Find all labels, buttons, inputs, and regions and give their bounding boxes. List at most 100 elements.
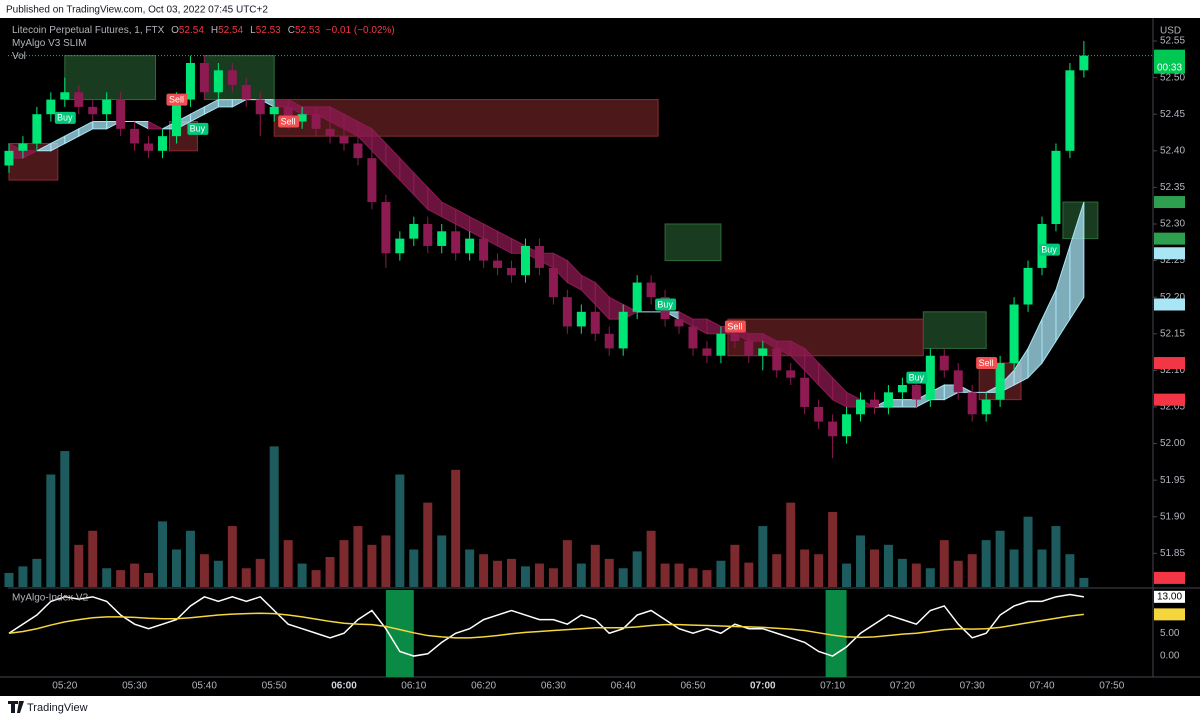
y-tick-label: 51.95 [1160,475,1185,486]
volume-bar [116,570,126,587]
signal-label: Buy [57,113,73,123]
candle-body [479,238,489,261]
x-tick-label: 05:50 [262,681,287,692]
candle-body [297,114,307,122]
ribbon-segment [901,399,917,408]
y-tick-label: 52.45 [1160,109,1185,120]
candle-body [1079,55,1089,71]
volume-bar [1065,554,1075,587]
volume-bar [883,544,893,587]
volume-bar [1051,526,1061,587]
volume-bar [46,474,56,587]
candle-body [18,143,28,151]
candle-body [772,348,782,371]
candle-body [465,238,475,254]
y-tick-label: 51.85 [1160,548,1185,559]
candle-body [409,223,419,239]
signal-label: Buy [657,299,673,309]
candle-body [925,355,935,400]
signal-tag [1038,243,1060,256]
volume-bar [716,560,726,587]
volume-bar [185,530,195,587]
candle-body [883,392,893,407]
candle-body [116,99,126,129]
volume-bar [786,502,796,587]
candle-body [46,99,56,115]
price-badge-label: 13.00 [1157,591,1182,602]
volume-bar [437,535,447,587]
published: Published on TradingView.com, Oct 03, 20… [6,5,268,16]
candle-body [395,238,405,254]
ribbon-segment [748,333,764,342]
candle-body [967,392,977,415]
candle-body [814,406,824,422]
y-tick-label: 52.50 [1160,72,1185,83]
candle-body [60,92,70,100]
volume-bar [493,560,503,587]
candle-body [367,158,377,203]
ohlc-key: O [171,25,179,36]
volume-bar [1009,549,1019,587]
x-tick-label: 07:40 [1029,681,1054,692]
axes: 51.85 51.90 51.95 52.00 52.05 52.10 52.15 52.20… [52,36,1185,692]
volume-bar [1023,516,1033,587]
candle-body [758,348,768,356]
candle-body [1051,150,1061,224]
volume-bar [897,558,907,587]
index-title: MyAlgo-Index V2 [12,593,89,604]
volume-bar [995,530,1005,587]
volume-bar [730,544,740,587]
signal-label: Sell [727,321,742,331]
ribbon-segment [1069,201,1085,321]
candle-body [590,311,600,334]
signal-line [8,612,1084,639]
zone-demand [664,223,722,262]
logo [8,701,24,713]
x-tick-label: 06:20 [471,681,496,692]
candle-body [451,231,461,254]
signal-tag [54,111,76,124]
index-tick-label: 0.00 [1160,651,1180,662]
volume-bar [395,474,405,587]
ohlc-key: H [210,25,219,36]
index-line [8,593,1085,657]
candle-body [800,377,810,407]
volume-bar [1037,549,1047,587]
ohlc-value: 52.53 [294,25,321,36]
candle-body [339,136,349,144]
y-tick-label: 52.15 [1160,328,1185,339]
candle-body [548,267,558,298]
index-highlight [385,590,414,677]
volume-bar [688,568,698,587]
ribbon-segment [231,99,247,108]
volume-bar [325,557,335,587]
candle-body [269,106,279,115]
price-badge [1154,357,1185,370]
y-tick-label: 52.55 [1160,36,1185,47]
candle-body [939,355,949,371]
x-tick-label: 05:40 [192,681,217,692]
volume-title: Vol [12,51,26,62]
candle-body [171,99,181,137]
volume-bar [60,451,70,587]
volume-bar [297,563,307,587]
x-tick-label: 05:30 [122,681,147,692]
volume-bar [618,568,628,587]
candle-body [423,223,433,246]
candle-body [744,341,754,356]
y-tick-label: 52.20 [1160,292,1185,303]
candle-body [241,84,251,100]
volume-bar [967,554,977,587]
volume-bar [255,558,265,587]
ribbon-segment [148,120,163,130]
volume-bar [925,568,935,587]
signal-tag [724,320,746,333]
volume-bar [632,551,642,587]
volume-bar [702,570,712,587]
volume-bar [171,549,181,587]
countdown: 00:33 [1157,62,1182,73]
ohlc-value: 52.54 [218,25,244,36]
candle-body [4,150,14,166]
legend: Litecoin Perpetual Futures, 1, FTX O52.5… [12,24,398,63]
